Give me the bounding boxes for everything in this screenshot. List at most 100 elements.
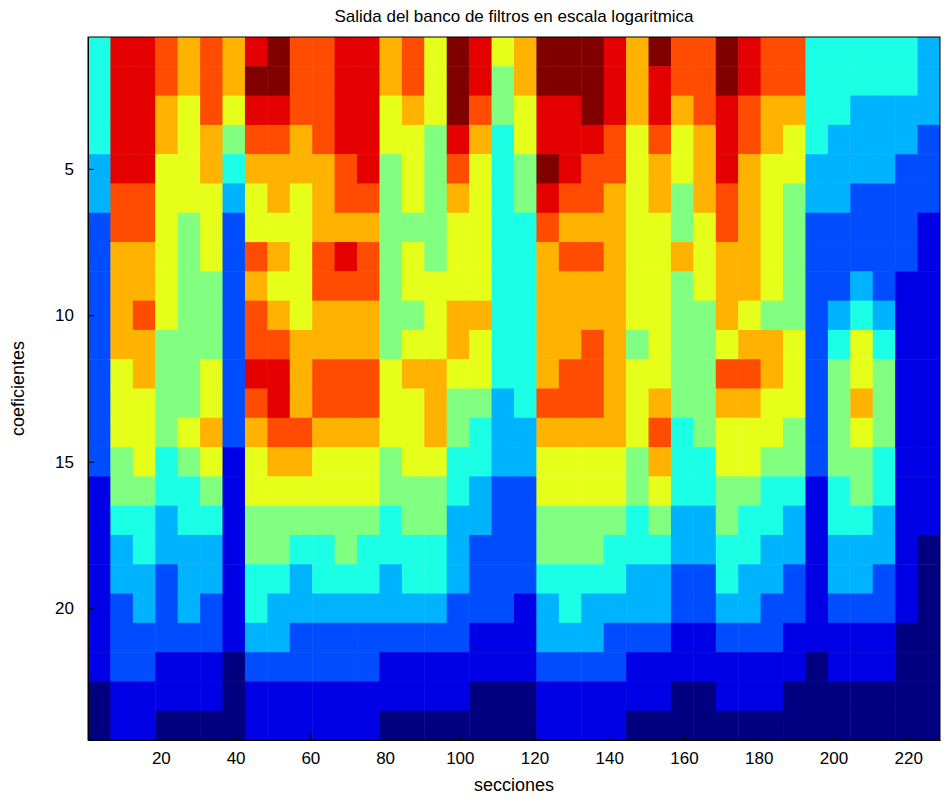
heatmap-cell <box>424 418 447 448</box>
heatmap-cell <box>850 271 873 301</box>
heatmap-cell <box>424 564 447 594</box>
heatmap-cell <box>88 476 111 506</box>
heatmap-cell <box>604 359 627 389</box>
heatmap-cell <box>402 681 425 711</box>
heatmap-cell <box>716 594 739 624</box>
heatmap-cell <box>110 681 133 711</box>
heatmap-cell <box>738 96 761 126</box>
heatmap-cell <box>716 271 739 301</box>
heatmap-cell <box>379 652 402 682</box>
heatmap-cell <box>559 359 582 389</box>
heatmap-cell <box>88 301 111 331</box>
heatmap-cell <box>200 447 223 477</box>
heatmap-cell <box>559 125 582 155</box>
heatmap-cell <box>402 623 425 653</box>
heatmap-cell <box>716 506 739 536</box>
heatmap-cell <box>155 359 178 389</box>
heatmap-cell <box>379 301 402 331</box>
heatmap-cell <box>290 652 313 682</box>
heatmap-cell <box>223 564 246 594</box>
heatmap-cell <box>402 154 425 184</box>
heatmap-cell <box>626 96 649 126</box>
heatmap-cell <box>110 623 133 653</box>
heatmap-cell <box>850 301 873 331</box>
heatmap-cell <box>178 96 201 126</box>
heatmap-cell <box>761 96 784 126</box>
heatmap-cell <box>424 242 447 272</box>
heatmap-cell <box>290 535 313 565</box>
heatmap-cell <box>738 389 761 419</box>
heatmap-cell <box>312 359 335 389</box>
heatmap-cell <box>88 242 111 272</box>
heatmap-cell <box>761 271 784 301</box>
heatmap-cell <box>110 213 133 243</box>
heatmap-cell <box>447 66 470 96</box>
heatmap-cell <box>267 476 290 506</box>
heatmap-cell <box>783 154 806 184</box>
heatmap-cell <box>783 652 806 682</box>
heatmap-cell <box>671 242 694 272</box>
heatmap-cell <box>761 359 784 389</box>
x-tick-mark <box>609 734 610 740</box>
heatmap-cell <box>267 418 290 448</box>
heatmap-cell <box>312 213 335 243</box>
heatmap-cell <box>805 37 828 67</box>
heatmap-cell <box>290 96 313 126</box>
heatmap-cell <box>828 594 851 624</box>
heatmap-cell <box>245 330 268 360</box>
heatmap-cell <box>536 242 559 272</box>
heatmap-cell <box>155 66 178 96</box>
heatmap-cell <box>267 564 290 594</box>
heatmap-cell <box>671 594 694 624</box>
heatmap-cell <box>716 447 739 477</box>
heatmap-cell <box>671 37 694 67</box>
heatmap-cell <box>267 301 290 331</box>
heatmap-cell <box>850 564 873 594</box>
heatmap-cell <box>850 681 873 711</box>
heatmap-cell <box>155 506 178 536</box>
heatmap-cell <box>559 594 582 624</box>
heatmap-cell <box>447 418 470 448</box>
heatmap-cell <box>918 37 940 67</box>
heatmap-cell <box>335 271 358 301</box>
heatmap-cell <box>671 389 694 419</box>
heatmap-cell <box>447 183 470 213</box>
heatmap-cell <box>805 711 828 740</box>
heatmap-cell <box>805 66 828 96</box>
heatmap-cell <box>200 301 223 331</box>
heatmap-cell <box>335 359 358 389</box>
heatmap-cell <box>873 681 896 711</box>
heatmap-cell <box>357 652 380 682</box>
heatmap-cell <box>424 447 447 477</box>
heatmap-cell <box>693 330 716 360</box>
heatmap-cell <box>783 447 806 477</box>
heatmap-cell <box>267 652 290 682</box>
heatmap-cell <box>604 96 627 126</box>
heatmap-cell <box>761 213 784 243</box>
heatmap-cell <box>312 711 335 740</box>
heatmap-cell <box>604 330 627 360</box>
heatmap-cell <box>155 711 178 740</box>
heatmap-cell <box>402 594 425 624</box>
heatmap-cell <box>379 330 402 360</box>
heatmap-cell <box>918 271 940 301</box>
heatmap-cell <box>155 301 178 331</box>
heatmap-cell <box>761 711 784 740</box>
heatmap-cell <box>649 476 672 506</box>
heatmap-cell <box>716 96 739 126</box>
plot-frame <box>88 37 940 740</box>
heatmap-cell <box>155 476 178 506</box>
heatmap-cell <box>828 447 851 477</box>
heatmap-cell <box>223 183 246 213</box>
heatmap-cell <box>88 652 111 682</box>
heatmap-cell <box>245 301 268 331</box>
heatmap-cell <box>716 183 739 213</box>
heatmap-cell <box>200 564 223 594</box>
heatmap-cell <box>559 213 582 243</box>
heatmap-cell <box>312 183 335 213</box>
heatmap-cell <box>738 623 761 653</box>
heatmap-cell <box>693 242 716 272</box>
y-tick-label: 5 <box>65 160 74 179</box>
heatmap-cell <box>379 564 402 594</box>
heatmap-cell <box>312 271 335 301</box>
